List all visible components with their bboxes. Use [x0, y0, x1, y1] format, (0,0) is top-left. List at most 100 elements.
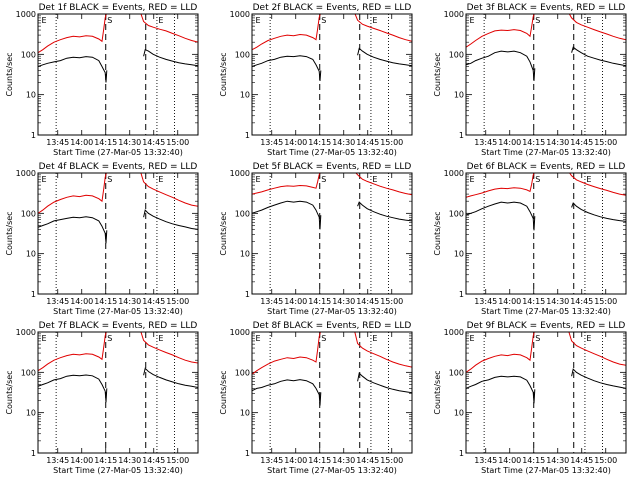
y-tick-label: 1000 — [444, 169, 464, 178]
x-axis-label: Start Time (27-Mar-05 13:32:40) — [53, 148, 183, 157]
y-tick-label: 100 — [449, 209, 464, 218]
marker-letter: S — [321, 334, 326, 343]
y-tick-label: 1 — [31, 290, 36, 299]
x-tick-label: 14:30 — [332, 297, 355, 306]
x-tick-label: 14:30 — [546, 297, 569, 306]
x-tick-label: 14:00 — [284, 138, 307, 147]
y-tick-label: 1 — [459, 449, 464, 458]
y-tick-label: 1 — [31, 131, 36, 140]
events-series-line — [571, 368, 626, 389]
y-axis-label: Counts/sec — [433, 211, 442, 255]
y-tick-label: 1000 — [444, 10, 464, 19]
marker-letter: S — [535, 16, 540, 25]
x-tick-label: 14:15 — [94, 456, 117, 465]
series-group — [466, 332, 626, 404]
y-tick-label: 1000 — [16, 169, 36, 178]
x-tick-label: 14:45 — [142, 138, 165, 147]
y-tick-label: 100 — [449, 368, 464, 377]
events-series-line — [38, 216, 108, 244]
x-tick-label: 15:00 — [594, 456, 617, 465]
x-tick-label: 15:00 — [380, 297, 403, 306]
lld-series-line — [252, 332, 321, 375]
y-tick-label: 10 — [454, 91, 464, 100]
lld-series-line — [354, 332, 412, 368]
y-tick-label: 1000 — [230, 328, 250, 337]
x-axis-label: Start Time (27-Mar-05 13:32:40) — [481, 307, 611, 316]
y-tick-label: 10 — [26, 409, 36, 418]
series-group — [252, 173, 412, 230]
x-tick-label: 15:00 — [594, 138, 617, 147]
marker-letter: E — [586, 334, 591, 343]
y-axis-label: Counts/sec — [433, 52, 442, 96]
series-group — [466, 173, 626, 231]
x-tick-label: 14:00 — [70, 297, 93, 306]
x-axis-label: Start Time (27-Mar-05 13:32:40) — [267, 148, 397, 157]
lld-series-line — [38, 173, 107, 214]
x-tick-label: 14:15 — [94, 138, 117, 147]
lld-series-line — [355, 173, 412, 196]
marker-letter: S — [107, 334, 112, 343]
x-tick-label: 13:45 — [474, 297, 497, 306]
x-tick-label: 14:15 — [522, 297, 545, 306]
y-tick-label: 100 — [449, 50, 464, 59]
lld-series-line — [252, 173, 321, 195]
y-tick-label: 100 — [21, 50, 36, 59]
events-series-line — [571, 202, 626, 222]
marker-letter: S — [107, 16, 112, 25]
x-tick-label: 14:30 — [546, 456, 569, 465]
x-tick-label: 14:00 — [498, 456, 521, 465]
events-series-line — [252, 200, 322, 230]
x-tick-label: 14:00 — [284, 456, 307, 465]
plot-frame — [251, 13, 413, 136]
x-axis-label: Start Time (27-Mar-05 13:32:40) — [267, 466, 397, 475]
y-tick-label: 1 — [31, 449, 36, 458]
lld-series-line — [466, 332, 535, 373]
lld-series-line — [38, 14, 107, 54]
y-tick-label: 10 — [240, 91, 250, 100]
events-series-line — [466, 201, 536, 231]
y-axis-label: Counts/sec — [433, 370, 442, 414]
x-tick-label: 14:15 — [308, 297, 331, 306]
y-tick-label: 1000 — [230, 169, 250, 178]
marker-letter: E — [372, 334, 377, 343]
events-series-line — [143, 49, 198, 67]
series-group — [38, 14, 198, 83]
plot-frame — [465, 172, 627, 295]
lld-series-line — [140, 332, 198, 364]
plot-frame — [465, 13, 627, 136]
chart-title: Det 8f BLACK = Events, RED = LLD — [253, 321, 412, 331]
chart-title: Det 5f BLACK = Events, RED = LLD — [253, 162, 412, 172]
lld-series-line — [140, 14, 198, 43]
marker-letter: E — [41, 334, 46, 343]
x-tick-label: 15:00 — [594, 297, 617, 306]
y-tick-label: 100 — [235, 209, 250, 218]
x-tick-label: 13:45 — [474, 456, 497, 465]
x-tick-label: 15:00 — [380, 138, 403, 147]
y-tick-label: 10 — [26, 250, 36, 259]
marker-letter: E — [255, 16, 260, 25]
marker-letter: S — [321, 175, 326, 184]
events-series-line — [466, 50, 536, 81]
y-axis-label: Counts/sec — [5, 52, 14, 96]
x-tick-label: 14:30 — [118, 456, 141, 465]
marker-letter: S — [535, 334, 540, 343]
marker-letter: E — [586, 16, 591, 25]
chart-title: Det 9f BLACK = Events, RED = LLD — [467, 321, 626, 331]
x-axis-label: Start Time (27-Mar-05 13:32:40) — [53, 307, 183, 316]
y-tick-label: 10 — [26, 91, 36, 100]
y-tick-label: 1 — [245, 290, 250, 299]
y-axis-label: Counts/sec — [219, 211, 228, 255]
y-axis-label: Counts/sec — [219, 52, 228, 96]
x-tick-label: 15:00 — [166, 456, 189, 465]
y-tick-label: 1 — [245, 449, 250, 458]
marker-letter: E — [41, 175, 46, 184]
marker-letter: E — [41, 16, 46, 25]
x-tick-label: 14:15 — [308, 456, 331, 465]
x-tick-label: 14:15 — [522, 456, 545, 465]
x-tick-label: 13:45 — [474, 138, 497, 147]
marker-letter: E — [372, 175, 377, 184]
